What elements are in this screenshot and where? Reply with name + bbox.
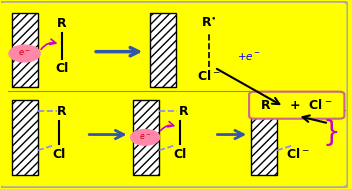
Text: R: R — [178, 105, 188, 118]
Text: Cl: Cl — [55, 62, 69, 75]
Text: R$^{\bullet}$: R$^{\bullet}$ — [201, 17, 217, 30]
Circle shape — [131, 129, 160, 145]
Bar — [12, 100, 38, 175]
Text: R: R — [57, 105, 67, 118]
Text: $+e^-$: $+e^-$ — [325, 108, 348, 120]
FancyBboxPatch shape — [0, 1, 348, 188]
Text: R$^{\bullet}$: R$^{\bullet}$ — [292, 105, 308, 118]
FancyArrowPatch shape — [161, 122, 174, 130]
Text: $+e^-$: $+e^-$ — [237, 51, 261, 62]
Text: R$^-$  +  Cl$^-$: R$^-$ + Cl$^-$ — [260, 98, 333, 112]
Text: Cl: Cl — [173, 148, 187, 161]
Text: Cl$^-$: Cl$^-$ — [197, 69, 221, 83]
Text: Cl$^-$: Cl$^-$ — [286, 147, 310, 161]
FancyArrowPatch shape — [41, 39, 56, 49]
Text: R: R — [57, 17, 67, 30]
Bar — [150, 12, 176, 87]
Text: }: } — [323, 119, 341, 147]
Bar — [12, 12, 38, 87]
Text: $e^-$: $e^-$ — [18, 49, 31, 58]
Bar — [251, 100, 277, 175]
Bar — [133, 100, 159, 175]
Text: Cl: Cl — [52, 148, 65, 161]
Text: $e^-$: $e^-$ — [139, 132, 151, 142]
FancyBboxPatch shape — [249, 92, 344, 119]
Circle shape — [9, 45, 40, 62]
